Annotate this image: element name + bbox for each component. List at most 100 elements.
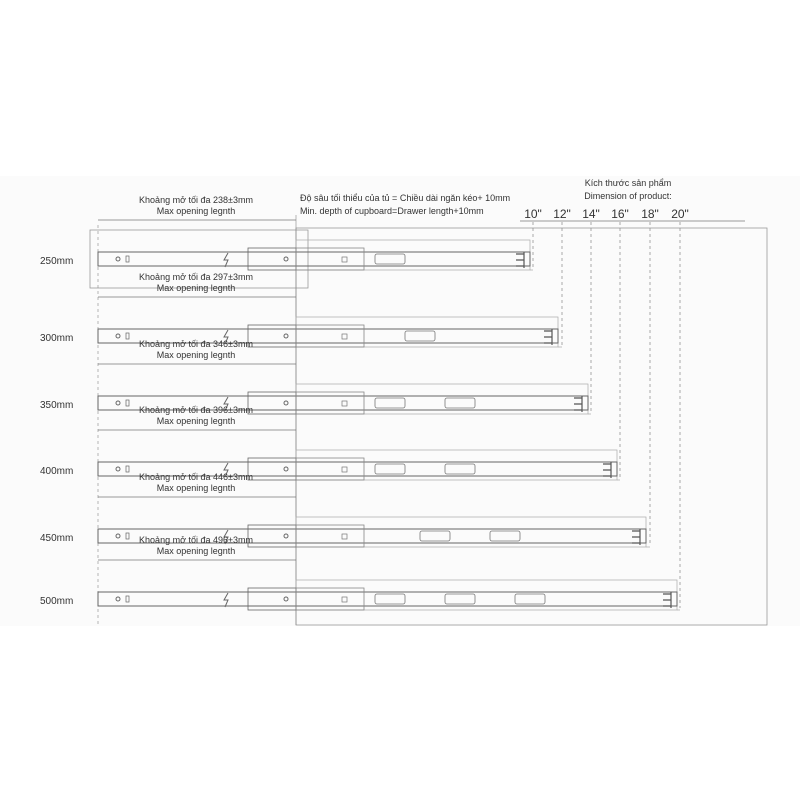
opening-label-vi: Khoảng mở tối đa 446±3mm: [139, 472, 253, 482]
drawer-member: [295, 587, 365, 611]
mount-hole: [283, 466, 289, 472]
inner-rail: [97, 328, 559, 344]
opening-label-en: Max opening legnth: [157, 283, 236, 293]
depth-label-vi: Độ sâu tối thiểu của tủ = Chiều dài ngăn…: [300, 193, 510, 203]
size-label: 16": [611, 207, 629, 221]
break-mark: [223, 462, 229, 478]
opening-label-vi: Khoảng mở tối đa 238±3mm: [139, 195, 253, 205]
ball-bearing-cage: [444, 463, 476, 475]
rail-hole: [341, 596, 348, 603]
opening-label-vi: Khoảng mở tối đa 346±3mm: [139, 339, 253, 349]
dimension-label-en: Dimension of product:: [584, 191, 672, 201]
rail-hole: [341, 400, 348, 407]
middle-rail-segment: [247, 391, 297, 415]
ball-bearing-cage: [444, 397, 476, 409]
inner-rail: [97, 461, 618, 477]
row-length-label: 300mm: [40, 333, 73, 344]
mount-slot: [125, 595, 130, 603]
opening-label-en: Max opening legnth: [157, 416, 236, 426]
mount-hole: [115, 596, 121, 602]
break-mark: [223, 329, 229, 345]
mount-slot: [125, 465, 130, 473]
ball-bearing-cage: [374, 397, 406, 409]
mount-hole: [283, 533, 289, 539]
mount-hole: [283, 400, 289, 406]
end-stopper-icon: [544, 329, 553, 345]
mount-hole: [115, 256, 121, 262]
ball-bearing-cage: [374, 593, 406, 605]
opening-label-vi: Khoảng mở tối đa 396±3mm: [139, 405, 253, 415]
mount-hole: [115, 466, 121, 472]
drawer-member: [295, 324, 365, 348]
drawer-member: [295, 247, 365, 271]
mount-slot: [125, 332, 130, 340]
cupboard-outline: [295, 227, 768, 626]
row-length-label: 450mm: [40, 533, 73, 544]
ball-bearing-cage: [444, 593, 476, 605]
row-length-label: 500mm: [40, 596, 73, 607]
drawer-member: [295, 457, 365, 481]
break-mark: [223, 252, 229, 268]
end-stopper-icon: [663, 592, 672, 608]
drawer-member: [295, 391, 365, 415]
drawer-member: [295, 524, 365, 548]
rail-hole: [341, 533, 348, 540]
size-label: 18": [641, 207, 659, 221]
rail-hole: [341, 256, 348, 263]
end-stopper-icon: [603, 462, 612, 478]
middle-rail-segment: [247, 247, 297, 271]
opening-label-vi: Khoảng mở tối đa 496±3mm: [139, 535, 253, 545]
inner-rail: [97, 528, 647, 544]
middle-rail-segment: [247, 324, 297, 348]
ball-bearing-cage: [514, 593, 546, 605]
row-length-label: 250mm: [40, 256, 73, 267]
inner-rail: [97, 251, 531, 267]
mount-slot: [125, 532, 130, 540]
mount-hole: [115, 333, 121, 339]
mount-hole: [283, 256, 289, 262]
middle-rail-segment: [247, 587, 297, 611]
dimension-label-vi: Kích thước sản phẩm: [585, 178, 671, 188]
middle-rail-segment: [247, 524, 297, 548]
break-mark: [223, 396, 229, 412]
row-length-label: 350mm: [40, 400, 73, 411]
size-label: 10": [524, 207, 542, 221]
diagram-background: [0, 176, 800, 626]
ball-bearing-cage: [374, 253, 406, 265]
opening-label-en: Max opening legnth: [157, 350, 236, 360]
break-mark: [223, 592, 229, 608]
opening-label-vi: Khoảng mở tối đa 297±3mm: [139, 272, 253, 282]
mount-hole: [115, 400, 121, 406]
mount-hole: [283, 596, 289, 602]
mount-hole: [115, 533, 121, 539]
row-length-label: 400mm: [40, 466, 73, 477]
inner-rail: [97, 591, 678, 607]
size-label: 14": [582, 207, 600, 221]
ball-bearing-cage: [489, 530, 521, 542]
opening-label-en: Max opening legnth: [157, 546, 236, 556]
opening-label-en: Max opening legnth: [157, 483, 236, 493]
break-mark: [223, 529, 229, 545]
rail-hole: [341, 466, 348, 473]
rail-hole: [341, 333, 348, 340]
ball-bearing-cage: [374, 463, 406, 475]
mount-slot: [125, 399, 130, 407]
middle-rail-segment: [247, 457, 297, 481]
size-label: 12": [553, 207, 571, 221]
inner-rail: [97, 395, 589, 411]
end-stopper-icon: [632, 529, 641, 545]
end-stopper-icon: [574, 396, 583, 412]
ball-bearing-cage: [404, 330, 436, 342]
size-label: 20": [671, 207, 689, 221]
mount-slot: [125, 255, 130, 263]
opening-label-en: Max opening legnth: [157, 206, 236, 216]
cabinet-front-outline: [89, 229, 309, 289]
depth-label-en: Min. depth of cupboard=Drawer length+10m…: [300, 206, 484, 216]
